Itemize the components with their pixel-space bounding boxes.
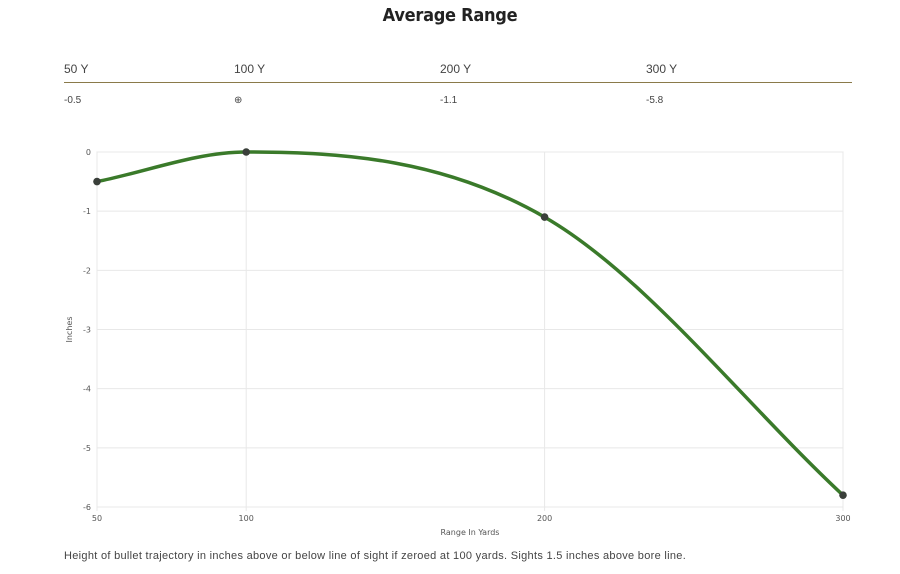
range-table: 50 Y 100 Y 200 Y 300 Y -0.5 ⊕ -1.1 -5.8 [64,58,852,113]
zero-crosshair-icon: ⊕ [234,95,243,106]
y-tick-label: -1 [83,207,91,216]
chart-title: Average Range [382,5,518,26]
range-value-50: -0.5 [64,95,82,106]
range-value-200: -1.1 [440,95,458,106]
x-tick-label: 200 [537,514,552,523]
data-point [540,213,549,221]
x-axis-label: Range In Yards [441,528,500,537]
y-tick-labels: 0 -1 -2 -3 -4 -5 -6 [83,148,91,512]
x-tick-label: 100 [239,514,254,523]
range-value-300: -5.8 [646,95,664,106]
range-header-50: 50 Y [64,62,89,76]
range-header-row: 50 Y 100 Y 200 Y 300 Y [64,58,852,83]
trajectory-line [95,150,845,497]
x-tick-label: 300 [835,514,850,523]
chart-caption: Height of bullet trajectory in inches ab… [64,550,687,562]
trajectory-chart: 0 -1 -2 -3 -4 -5 -6 50 100 200 300 Range In Yards… [65,148,851,537]
range-header-200: 200 Y [440,62,472,76]
data-points [93,148,847,499]
y-axis-label: Inches [65,317,74,343]
y-tick-label: -4 [83,385,91,394]
y-tick-label: -2 [83,266,91,275]
y-tick-label: -5 [83,444,91,453]
range-values-row: -0.5 ⊕ -1.1 -5.8 [64,83,852,113]
y-tick-label: -3 [83,326,91,335]
data-point [242,148,250,156]
data-point [839,491,847,499]
range-header-100: 100 Y [234,62,266,76]
data-point [93,177,101,186]
x-tick-labels: 50 100 200 300 [92,514,851,523]
y-tick-label: -6 [83,503,91,512]
x-tick-label: 50 [92,514,102,523]
chart-grid [96,151,844,511]
y-tick-label: 0 [86,148,91,157]
range-header-300: 300 Y [646,62,678,76]
